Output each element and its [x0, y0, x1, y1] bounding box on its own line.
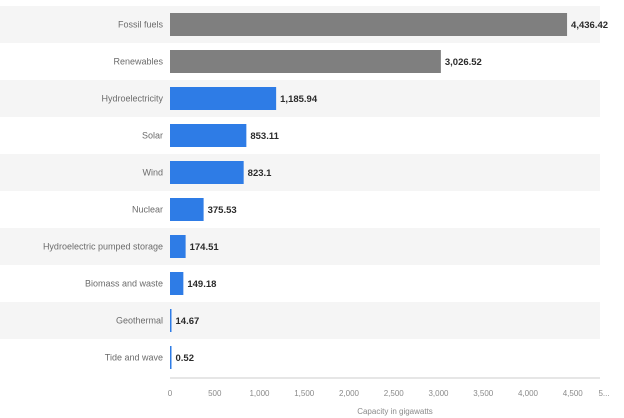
x-tick-label: 4,500	[563, 389, 584, 398]
category-label: Renewables	[113, 57, 163, 67]
value-label: 1,185.94	[280, 94, 318, 105]
row-bands	[0, 6, 600, 339]
category-labels: Fossil fuels Renewables Hydroelectricity So…	[43, 20, 164, 363]
bar-biomass-and-waste[interactable]	[170, 272, 184, 295]
bar-nuclear[interactable]	[170, 198, 204, 221]
x-axis-title: Capacity in gigawatts	[357, 407, 433, 416]
x-tick-label: 5...	[598, 389, 609, 398]
category-label: Wind	[142, 168, 163, 178]
bar-hydroelectric-pumped-storage[interactable]	[170, 235, 186, 258]
category-label: Nuclear	[132, 205, 163, 215]
value-label: 823.1	[248, 168, 272, 179]
x-tick-label: 1,000	[249, 389, 270, 398]
row-band	[0, 154, 600, 191]
category-label: Fossil fuels	[118, 20, 164, 30]
bar-geothermal[interactable]	[170, 309, 172, 332]
bar-hydroelectricity[interactable]	[170, 87, 277, 110]
value-label: 14.67	[176, 316, 200, 327]
value-label: 3,026.52	[445, 57, 482, 68]
row-band	[0, 228, 600, 265]
category-label: Hydroelectric pumped storage	[43, 242, 163, 252]
row-band	[0, 302, 600, 339]
value-label: 149.18	[187, 279, 216, 290]
row-band	[0, 80, 600, 117]
category-label: Hydroelectricity	[101, 94, 163, 104]
x-tick-label: 500	[208, 389, 222, 398]
bar-solar[interactable]	[170, 124, 247, 147]
value-label: 0.52	[176, 353, 195, 364]
category-label: Solar	[142, 131, 163, 141]
value-labels: 4,436.42 3,026.52 1,185.94 853.11 823.1 375.5…	[176, 20, 609, 364]
bar-renewables[interactable]	[170, 50, 441, 73]
bar-fossil-fuels[interactable]	[170, 13, 568, 36]
x-tick-label: 2,000	[339, 389, 360, 398]
bars	[170, 13, 568, 369]
x-tick-label: 1,500	[294, 389, 315, 398]
category-label: Tide and wave	[105, 353, 163, 363]
value-label: 853.11	[250, 131, 279, 142]
bar-wind[interactable]	[170, 161, 244, 184]
x-tick-label: 2,500	[384, 389, 405, 398]
category-label: Geothermal	[116, 316, 163, 326]
x-tick-label: 0	[168, 389, 173, 398]
category-label: Biomass and waste	[85, 279, 163, 289]
x-axis-ticks: 0 500 1,000 1,500 2,000 2,500 3,000 3,500 4,000 4…	[168, 389, 610, 398]
value-label: 4,436.42	[571, 20, 608, 31]
value-label: 375.53	[208, 205, 237, 216]
x-tick-label: 4,000	[518, 389, 539, 398]
bar-tide-and-wave[interactable]	[170, 346, 172, 369]
x-tick-label: 3,000	[428, 389, 449, 398]
x-tick-label: 3,500	[473, 389, 494, 398]
value-label: 174.51	[190, 242, 220, 253]
